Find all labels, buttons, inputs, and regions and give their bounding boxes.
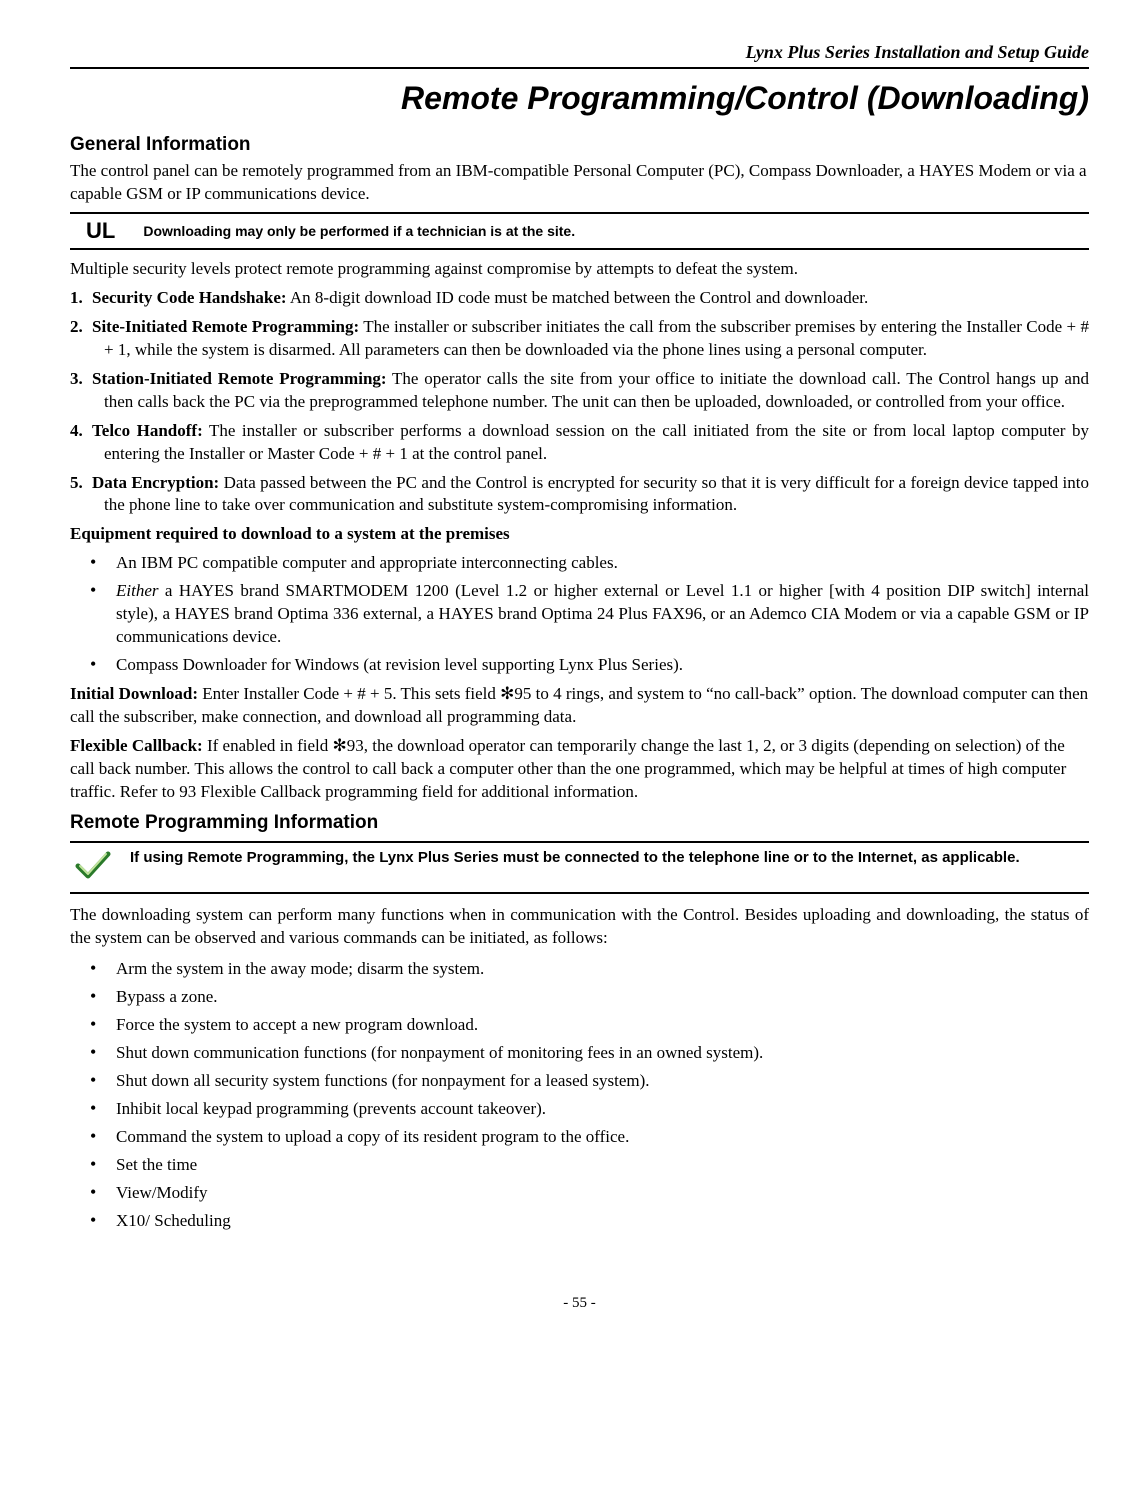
running-header: Lynx Plus Series Installation and Setup … (70, 40, 1089, 69)
bullet-either: Either (116, 581, 159, 600)
list-item: 5.Data Encryption: Data passed between t… (70, 472, 1089, 518)
list-item: Compass Downloader for Windows (at revis… (70, 652, 1089, 677)
page-number: - 55 - (70, 1293, 1089, 1313)
list-lead: Security Code Handshake: (92, 288, 287, 307)
list-item: X10/ Scheduling (70, 1208, 1089, 1233)
list-num: 2. (70, 316, 92, 339)
list-num: 1. (70, 287, 92, 310)
bullet-text: Shut down communication functions (for n… (116, 1043, 763, 1062)
flexible-callback-text: If enabled in field ✻93, the download op… (70, 736, 1066, 801)
equipment-heading: Equipment required to download to a syst… (70, 523, 1089, 546)
checkmark-icon (70, 848, 112, 887)
bullet-text: Inhibit local keypad programming (preven… (116, 1099, 546, 1118)
list-lead: Telco Handoff: (92, 421, 203, 440)
bullet-text: An IBM PC compatible computer and approp… (116, 553, 618, 572)
list-item: Command the system to upload a copy of i… (70, 1124, 1089, 1149)
list-item: 3.Station-Initiated Remote Programming: … (70, 368, 1089, 414)
list-item: 1.Security Code Handshake: An 8-digit do… (70, 287, 1089, 310)
list-item: Bypass a zone. (70, 984, 1089, 1009)
general-intro: The control panel can be remotely progra… (70, 160, 1089, 206)
list-item: 2.Site-Initiated Remote Programming: The… (70, 316, 1089, 362)
list-item: Inhibit local keypad programming (preven… (70, 1096, 1089, 1121)
ul-note-text: Downloading may only be performed if a t… (143, 222, 575, 241)
list-item: Set the time (70, 1152, 1089, 1177)
section-heading-general: General Information (70, 132, 1089, 158)
security-levels-list: 1.Security Code Handshake: An 8-digit do… (70, 287, 1089, 517)
flexible-callback-lead: Flexible Callback: (70, 736, 203, 755)
equipment-bullets: An IBM PC compatible computer and approp… (70, 550, 1089, 677)
flexible-callback-para: Flexible Callback: If enabled in field ✻… (70, 735, 1089, 804)
list-item: Shut down all security system functions … (70, 1068, 1089, 1093)
page-title: Remote Programming/Control (Downloading) (70, 77, 1089, 120)
checkmark-note-text: If using Remote Programming, the Lynx Pl… (130, 848, 1020, 868)
list-item: An IBM PC compatible computer and approp… (70, 550, 1089, 575)
list-text: Data passed between the PC and the Contr… (104, 473, 1089, 515)
bullet-text: Bypass a zone. (116, 987, 218, 1006)
general-multi-security: Multiple security levels protect remote … (70, 258, 1089, 281)
checkmark-note-box: If using Remote Programming, the Lynx Pl… (70, 841, 1089, 894)
list-lead: Station-Initiated Remote Programming: (92, 369, 387, 388)
list-item: Force the system to accept a new program… (70, 1012, 1089, 1037)
initial-download-para: Initial Download: Enter Installer Code +… (70, 683, 1089, 729)
ul-note-box: UL Downloading may only be performed if … (70, 212, 1089, 250)
list-item: Either a HAYES brand SMARTMODEM 1200 (Le… (70, 578, 1089, 649)
bullet-text: Command the system to upload a copy of i… (116, 1127, 629, 1146)
bullet-text: Shut down all security system functions … (116, 1071, 650, 1090)
remote-functions-bullets: Arm the system in the away mode; disarm … (70, 956, 1089, 1232)
list-lead: Site-Initiated Remote Programming: (92, 317, 359, 336)
bullet-text: Arm the system in the away mode; disarm … (116, 959, 484, 978)
bullet-text: Set the time (116, 1155, 197, 1174)
list-lead: Data Encryption: (92, 473, 219, 492)
list-text: An 8-digit download ID code must be matc… (287, 288, 869, 307)
initial-download-lead: Initial Download: (70, 684, 198, 703)
list-item: Arm the system in the away mode; disarm … (70, 956, 1089, 981)
ul-badge-icon: UL (70, 220, 115, 242)
initial-download-text: Enter Installer Code + # + 5. This sets … (70, 684, 1088, 726)
list-num: 3. (70, 368, 92, 391)
bullet-text: a HAYES brand SMARTMODEM 1200 (Level 1.2… (116, 581, 1089, 646)
list-item: 4.Telco Handoff: The installer or subscr… (70, 420, 1089, 466)
section-heading-remote: Remote Programming Information (70, 810, 1089, 836)
list-num: 4. (70, 420, 92, 443)
bullet-text: Force the system to accept a new program… (116, 1015, 478, 1034)
list-text: The installer or subscriber performs a d… (104, 421, 1089, 463)
list-item: Shut down communication functions (for n… (70, 1040, 1089, 1065)
bullet-text: Compass Downloader for Windows (at revis… (116, 655, 683, 674)
list-item: View/Modify (70, 1180, 1089, 1205)
bullet-text: View/Modify (116, 1183, 208, 1202)
remote-intro: The downloading system can perform many … (70, 904, 1089, 950)
list-num: 5. (70, 472, 92, 495)
bullet-text: X10/ Scheduling (116, 1211, 231, 1230)
